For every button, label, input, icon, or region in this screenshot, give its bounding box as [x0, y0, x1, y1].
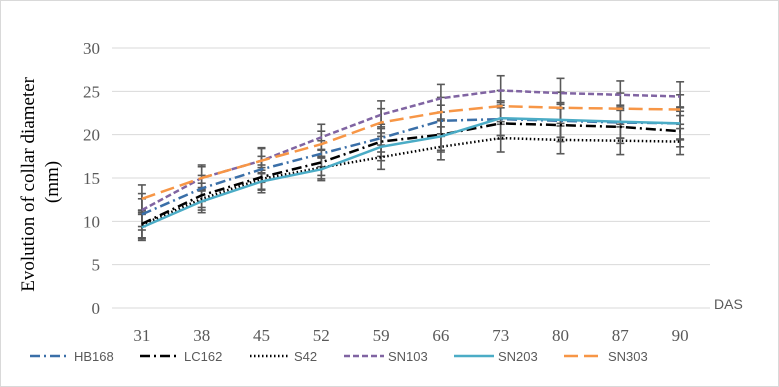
x-tick-label: 90 [672, 326, 689, 345]
y-tick-label: 25 [83, 82, 100, 101]
legend-item-sn203: SN203 [454, 349, 538, 364]
legend-item-s42: S42 [250, 349, 317, 364]
legend-label: HB168 [74, 349, 114, 364]
y-tick-label: 15 [83, 169, 100, 188]
series-line-lc162 [141, 122, 681, 226]
x-tick-label: 31 [133, 326, 150, 345]
x-tick-label: 52 [313, 326, 330, 345]
series-line-sn103 [141, 89, 681, 212]
y-tick-labels: 0 5 10 15 20 25 30 [83, 39, 100, 318]
y-tick-label: 20 [83, 126, 100, 145]
gridlines [112, 47, 710, 309]
legend-label: SN303 [608, 349, 648, 364]
legend-label: LC162 [184, 349, 222, 364]
legend-label: SN203 [498, 349, 538, 364]
series-line-sn303 [141, 104, 681, 200]
x-tick-label: 66 [432, 326, 449, 345]
x-axis-unit-label: DAS [714, 296, 743, 312]
series-lines [141, 89, 681, 229]
y-axis-title: Evolution of collar diameter (mm) [18, 72, 63, 291]
y-tick-label: 30 [83, 39, 100, 58]
x-tick-label: 80 [552, 326, 569, 345]
legend-item-sn103: SN103 [344, 349, 428, 364]
series-line-s42 [141, 136, 681, 226]
legend-item-sn303: SN303 [564, 349, 648, 364]
legend-item-hb168: HB168 [30, 349, 114, 364]
x-tick-label: 73 [492, 326, 509, 345]
x-tick-label: 87 [612, 326, 630, 345]
x-tick-label: 45 [253, 326, 270, 345]
y-tick-label: 10 [83, 212, 100, 231]
x-tick-labels: 31 38 45 52 59 66 73 80 87 90 [133, 326, 688, 345]
x-tick-label: 38 [193, 326, 210, 345]
legend-item-lc162: LC162 [140, 349, 222, 364]
y-tick-label: 5 [92, 256, 101, 275]
x-tick-label: 59 [373, 326, 390, 345]
series-line-sn203 [141, 116, 681, 229]
legend-label: S42 [294, 349, 317, 364]
legend: HB168 LC162 S42 SN103 SN203 SN303 [30, 349, 648, 364]
legend-label: SN103 [388, 349, 428, 364]
y-tick-label: 0 [92, 299, 101, 318]
